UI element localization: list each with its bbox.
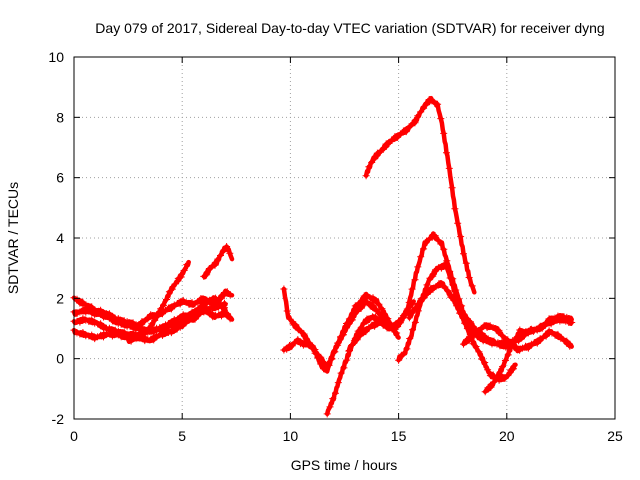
series-arc-6 — [200, 243, 235, 280]
series-arc-15 — [481, 312, 574, 396]
x-tick-label: 10 — [283, 428, 299, 444]
series-plus-markers — [280, 292, 401, 370]
y-tick-label: 10 — [48, 49, 64, 65]
y-tick-label: 0 — [56, 351, 64, 367]
x-tick-label: 15 — [391, 428, 407, 444]
x-tick-label: 25 — [607, 428, 623, 444]
series-plus-markers — [124, 261, 191, 345]
series-plus-markers — [362, 96, 476, 290]
y-tick-label: 2 — [56, 290, 64, 306]
series-plus-markers — [200, 243, 234, 280]
x-axis-label: GPS time / hours — [291, 457, 398, 473]
y-axis-label: SDTVAR / TECUs — [5, 182, 21, 294]
x-tick-label: 5 — [178, 428, 186, 444]
y-tick-label: 8 — [56, 109, 64, 125]
series-arc-8 — [280, 291, 401, 370]
x-tick-label: 0 — [70, 428, 78, 444]
x-tick-label: 20 — [499, 428, 515, 444]
plot-area — [70, 95, 576, 418]
y-tick-label: 4 — [56, 230, 64, 246]
grid — [74, 57, 615, 419]
axis-ticks: 0 5 10 15 20 25 -2 0 2 4 6 8 10 — [48, 49, 623, 444]
chart-title: Day 079 of 2017, Sidereal Day-to-day VTE… — [95, 20, 604, 36]
y-tick-label: -2 — [52, 411, 65, 427]
series-arc-5 — [124, 259, 191, 345]
series-plus-markers — [481, 312, 574, 396]
series-arc-13 — [362, 95, 477, 295]
y-tick-label: 6 — [56, 170, 64, 186]
